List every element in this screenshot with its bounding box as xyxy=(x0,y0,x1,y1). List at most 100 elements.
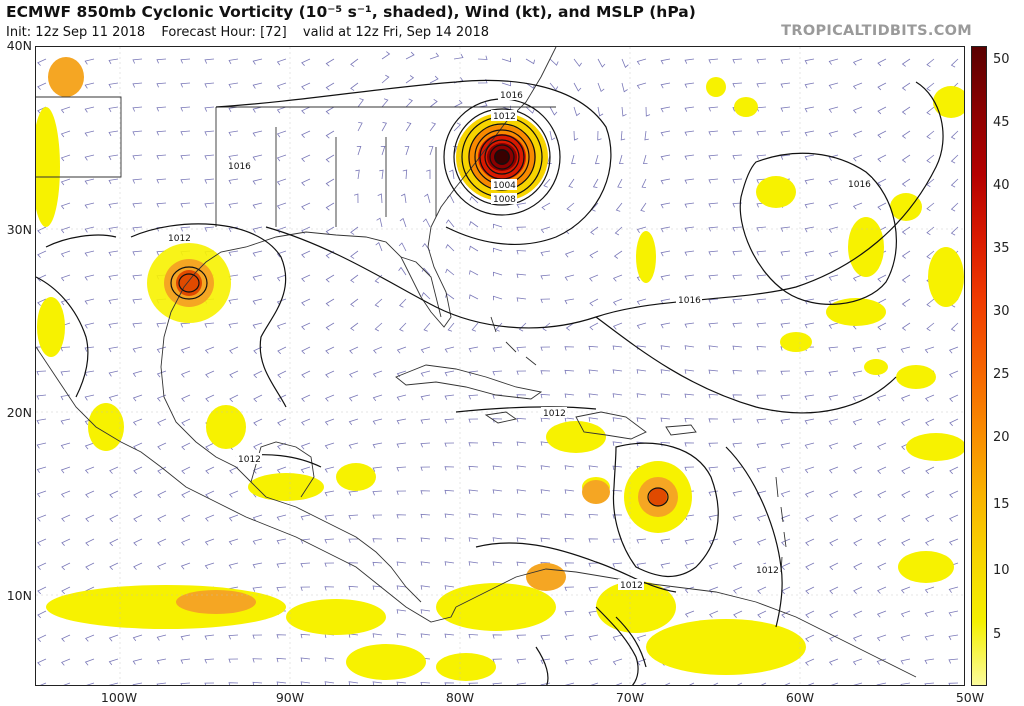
wind-barb xyxy=(853,514,863,523)
wind-barb xyxy=(109,490,119,498)
wind-barb xyxy=(756,58,767,64)
wind-barb xyxy=(325,298,335,307)
wind-barb xyxy=(108,658,119,666)
wind-barb xyxy=(253,418,263,426)
wind-barb xyxy=(423,322,431,332)
wind-barb xyxy=(405,51,415,60)
wind-barb xyxy=(252,681,263,685)
wind-barb xyxy=(828,274,839,281)
wind-barb xyxy=(468,346,479,353)
wind-barb xyxy=(525,58,535,65)
wind-barb xyxy=(325,178,335,187)
wind-barb xyxy=(877,490,887,499)
wind-barb xyxy=(620,130,626,141)
wind-barb xyxy=(180,82,191,88)
wind-barb xyxy=(468,561,479,566)
wind-barb xyxy=(660,417,671,423)
wind-barb xyxy=(85,562,95,571)
wind-barb xyxy=(708,393,719,399)
wind-barb xyxy=(876,634,887,642)
wind-barb xyxy=(756,178,767,184)
wind-barb xyxy=(900,610,911,618)
wind-barb xyxy=(612,369,623,374)
wind-barb xyxy=(684,82,695,88)
wind-barb xyxy=(492,634,503,639)
wind-barb xyxy=(877,538,887,547)
wind-barb xyxy=(688,682,695,685)
wind-barb xyxy=(900,634,911,641)
wind-barb xyxy=(348,394,359,402)
wind-barb xyxy=(301,370,311,378)
wind-barb xyxy=(804,274,815,281)
wind-barb xyxy=(228,178,239,185)
wind-barb xyxy=(420,346,431,354)
wind-barb xyxy=(901,130,911,139)
wind-barb xyxy=(301,322,311,330)
wind-barb xyxy=(492,537,503,542)
wind-barb xyxy=(756,514,767,522)
wind-barb xyxy=(350,82,359,91)
wind-barb xyxy=(492,271,503,277)
wind-barb xyxy=(109,514,119,523)
wind-barb xyxy=(301,58,311,66)
init-time: Init: 12z Sep 11 2018 xyxy=(6,25,146,40)
wind-barb xyxy=(132,106,143,112)
wind-barb xyxy=(732,538,743,546)
wind-barb xyxy=(733,610,743,618)
wind-barb xyxy=(926,298,935,308)
wind-barb xyxy=(708,345,719,350)
wind-barb xyxy=(781,586,791,595)
weather-map: 1016 1012 1016 1012 1012 1012 1008 1004 … xyxy=(35,46,965,686)
wind-barb xyxy=(108,58,119,65)
wind-barb xyxy=(421,267,431,276)
wind-barb xyxy=(61,586,71,595)
wind-barb xyxy=(399,217,407,228)
wind-barb xyxy=(853,682,863,685)
wind-barb xyxy=(229,490,239,498)
wind-barb xyxy=(133,490,143,499)
wind-barb xyxy=(780,370,791,376)
wind-barb xyxy=(277,346,287,355)
wind-barb xyxy=(540,298,551,304)
wind-barb xyxy=(501,57,512,63)
wind-barb xyxy=(132,394,143,402)
wind-barb xyxy=(780,130,791,136)
wind-barb xyxy=(36,466,47,474)
wind-barb xyxy=(708,130,719,136)
wind-barb xyxy=(901,226,911,235)
wind-barb xyxy=(708,154,719,160)
wind-barb xyxy=(926,154,935,164)
wind-barb xyxy=(350,274,359,283)
wind-barb xyxy=(301,418,311,426)
wind-barb xyxy=(180,154,191,160)
wind-barb xyxy=(84,154,95,161)
wind-barb xyxy=(592,178,599,188)
wind-barb xyxy=(252,634,263,640)
wind-barb xyxy=(228,202,239,209)
wind-barb xyxy=(708,369,719,375)
wind-barb xyxy=(325,250,335,259)
wind-barb xyxy=(276,250,287,258)
wind-barb xyxy=(641,178,647,188)
wind-barb xyxy=(252,58,263,65)
wind-barb xyxy=(925,538,935,546)
wind-barb xyxy=(108,82,119,89)
wind-barb xyxy=(732,154,743,160)
wind-barb xyxy=(422,218,431,228)
wind-barb xyxy=(948,682,959,685)
wind-barb xyxy=(108,394,119,402)
wind-barb xyxy=(132,58,143,64)
wind-barb xyxy=(84,346,95,352)
isobar-label: 1016 xyxy=(228,162,251,172)
wind-barb xyxy=(277,418,287,426)
wind-barb xyxy=(108,274,119,281)
wind-barb xyxy=(925,394,935,402)
wind-barb xyxy=(612,562,623,568)
wind-barb xyxy=(132,322,143,328)
wind-barb xyxy=(348,514,359,520)
wind-barb xyxy=(60,418,71,425)
wind-barb xyxy=(37,634,47,642)
wind-barb xyxy=(636,562,647,569)
wind-barb xyxy=(612,514,623,519)
wind-barb xyxy=(732,514,743,521)
